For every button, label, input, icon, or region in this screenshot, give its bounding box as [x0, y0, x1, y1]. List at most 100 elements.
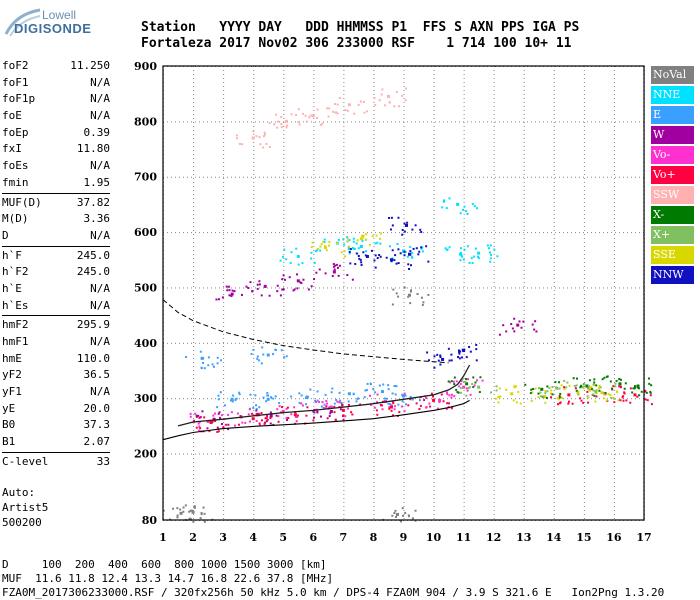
legend-item-sse: SSE	[651, 246, 694, 264]
grid-dot	[471, 232, 472, 234]
echo-point	[217, 398, 220, 401]
echo-point	[258, 359, 261, 362]
grid-dot	[639, 121, 640, 123]
grid-dot	[283, 338, 285, 339]
grid-dot	[407, 232, 408, 234]
grid-dot	[279, 453, 280, 455]
echo-point	[295, 113, 298, 116]
echo-point	[248, 420, 251, 423]
grid-dot	[553, 94, 555, 95]
grid-dot	[493, 214, 495, 215]
grid-dot	[433, 486, 435, 487]
grid-dot	[179, 121, 180, 123]
grid-dot	[187, 398, 188, 400]
grid-dot	[627, 287, 628, 289]
echo-point	[273, 123, 276, 126]
grid-dot	[283, 453, 284, 455]
echo-point	[478, 391, 481, 394]
grid-dot	[193, 138, 195, 139]
grid-dot	[313, 494, 315, 495]
grid-dot	[403, 262, 405, 263]
grid-dot	[253, 502, 255, 503]
echo-point	[266, 397, 270, 401]
echo-point	[490, 391, 493, 394]
grid-dot	[395, 398, 396, 400]
grid-dot	[415, 232, 416, 234]
grid-dot	[253, 442, 255, 443]
grid-dot	[193, 494, 195, 495]
grid-dot	[223, 490, 225, 491]
echo-point	[575, 389, 578, 392]
grid-dot	[283, 110, 285, 111]
echo-point	[336, 103, 339, 106]
grid-dot	[479, 232, 480, 234]
grid-dot	[553, 262, 555, 263]
echo-point	[255, 409, 258, 412]
echo-point	[230, 397, 234, 401]
echo-point	[234, 424, 237, 427]
grid-dot	[227, 398, 228, 400]
grid-dot	[223, 326, 225, 327]
grid-dot	[613, 294, 615, 295]
grid-dot	[355, 176, 356, 178]
grid-dot	[283, 386, 285, 387]
grid-dot	[619, 232, 620, 234]
grid-dot	[313, 246, 315, 247]
grid-dot	[253, 74, 255, 75]
grid-dot	[433, 442, 435, 443]
param-value: 11.80	[76, 142, 110, 156]
echo-point	[590, 386, 593, 389]
param-key: foEp	[2, 125, 29, 139]
echo-point	[389, 228, 392, 231]
grid-dot	[613, 278, 615, 279]
echo-point	[440, 393, 443, 396]
echo-point	[585, 384, 589, 388]
echo-point	[338, 264, 341, 267]
grid-dot	[515, 453, 516, 455]
grid-dot	[373, 126, 375, 127]
grid-dot	[523, 494, 525, 495]
param-key: foEs	[2, 159, 29, 173]
footer-muf-row: MUF 11.6 11.8 12.4 13.3 14.7 16.8 22.6 3…	[2, 572, 334, 585]
grid-dot	[411, 232, 412, 234]
grid-dot	[253, 518, 255, 519]
grid-dot	[553, 102, 555, 103]
echo-point	[200, 356, 204, 360]
grid-dot	[553, 266, 555, 267]
grid-dot	[335, 287, 336, 289]
grid-dot	[493, 470, 495, 471]
grid-dot	[391, 232, 392, 234]
grid-dot	[523, 222, 525, 223]
grid-dot	[223, 150, 225, 151]
grid-dot	[207, 232, 208, 234]
grid-dot	[493, 146, 495, 147]
grid-dot	[583, 402, 585, 403]
grid-dot	[331, 453, 332, 455]
series-nne	[279, 197, 499, 266]
echo-point	[298, 392, 301, 395]
grid-dot	[363, 176, 364, 178]
grid-dot	[373, 390, 375, 391]
echo-point	[534, 320, 537, 323]
grid-dot	[403, 98, 405, 99]
grid-dot	[347, 398, 348, 400]
echo-point	[297, 121, 300, 124]
grid-dot	[395, 287, 396, 289]
param-group-confidence: C-level 33	[2, 454, 110, 471]
grid-dot	[493, 362, 495, 363]
grid-dot	[591, 453, 592, 455]
grid-dot	[639, 453, 640, 455]
grid-dot	[313, 346, 315, 347]
grid-dot	[227, 342, 228, 344]
grid-dot	[493, 238, 495, 239]
param-key: foF1p	[2, 92, 36, 106]
echo-point	[313, 411, 316, 414]
grid-dot	[463, 230, 465, 231]
grid-dot	[235, 176, 236, 178]
x-tick-label: 9	[400, 531, 408, 544]
echo-point	[502, 324, 505, 327]
grid-dot	[613, 242, 615, 243]
grid-dot	[223, 78, 225, 79]
grid-dot	[371, 287, 372, 289]
grid-dot	[403, 470, 405, 471]
